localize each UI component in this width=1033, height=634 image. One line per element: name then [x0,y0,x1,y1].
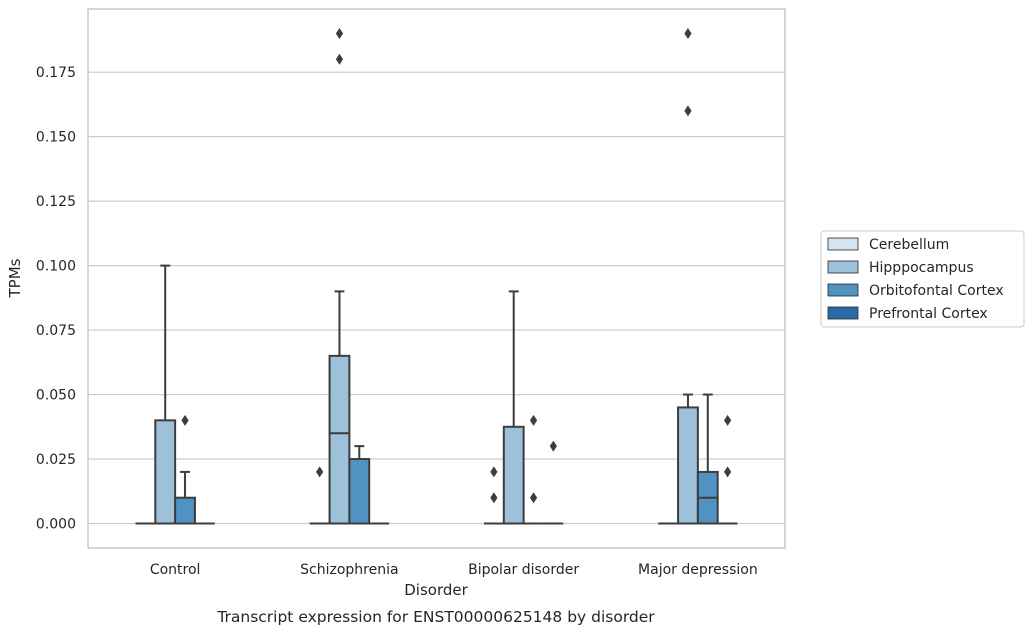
box-outlier [335,53,344,65]
legend-swatch [827,260,859,274]
box-group [483,466,504,525]
legend-label: Hipppocampus [869,260,974,276]
y-axis-label: TPMs [6,258,24,298]
legend: Cerebellum Hipppocampus Orbitofontal Corte… [820,230,1025,328]
box-body [154,419,177,525]
x-tick-label: Major depression [638,562,758,578]
box-series [135,28,738,525]
box-outlier [529,492,538,504]
y-tick-label: 0.075 [36,323,76,339]
box-group [309,466,330,525]
y-tick-label: 0.050 [36,388,76,404]
legend-label: Cerebellum [869,237,949,253]
box-group [523,414,544,525]
box-outlier [724,414,732,426]
x-axis-ticks: Control Schizophrenia Bipolar disorder Majo… [150,562,758,578]
box-outlier [490,492,498,504]
box-outlier [335,28,344,39]
y-tick-label: 0.100 [36,259,76,275]
y-tick-label: 0.175 [36,65,76,81]
box-outlier [684,105,692,117]
box-body [348,458,371,525]
y-tick-label: 0.025 [36,452,76,468]
x-tick-label: Schizophrenia [300,562,398,578]
legend-label: Prefrontal Cortex [869,306,988,322]
box-outlier [316,466,324,478]
legend-swatch [827,306,859,320]
plot-area [87,8,786,549]
box-group [174,414,196,525]
y-tick-label: 0.125 [36,194,76,210]
box-group [677,28,699,525]
legend-frame [820,230,1025,328]
box-body [328,354,351,525]
box-body [502,425,525,525]
y-axis-ticks: 0.000 0.025 0.050 0.075 0.100 0.125 0.150 0.175 [36,65,76,532]
box-outlier [529,414,538,426]
box-group [348,445,371,525]
legend-label: Orbitofontal Cortex [869,283,1004,299]
box-group [502,290,525,525]
box-outlier [181,414,189,426]
box-body [174,496,196,525]
x-axis-label: Disorder [404,581,468,599]
box-outlier [490,466,498,478]
x-tick-label: Control [150,562,201,578]
y-tick-label: 0.150 [36,130,76,146]
y-tick-label: 0.000 [36,517,76,533]
legend-swatch [827,237,859,251]
box-group [328,28,351,525]
box-group [154,264,177,525]
legend-swatch [827,283,859,297]
box-body [677,406,699,525]
box-group [543,440,564,525]
x-tick-label: Bipolar disorder [468,562,579,578]
box-group [696,393,719,525]
box-outlier [684,28,692,39]
box-group [717,414,738,525]
chart-caption: Transcript expression for ENST0000062514… [216,608,655,626]
box-outlier [549,440,557,452]
box-outlier [724,466,732,478]
